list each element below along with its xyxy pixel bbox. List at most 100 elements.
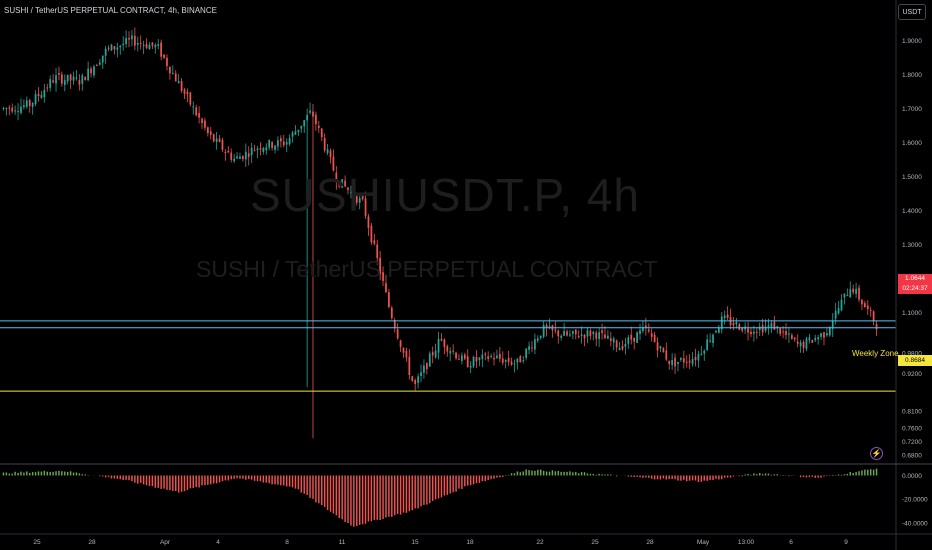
candle-body [116,47,119,50]
candle-body [735,322,738,325]
candle-body [285,142,288,145]
candle-body [858,287,860,300]
candle-body [720,316,723,330]
candle-body [440,338,443,341]
candle-body [291,132,294,137]
candle-body [691,358,694,365]
candle-body [224,152,227,154]
candle-body [747,328,749,333]
candle-body [668,360,671,364]
indicator-axis-label: 0.0000 [902,473,922,480]
time-axis-label: 11 [339,539,346,546]
candle-body [872,311,875,322]
candle-body [218,138,221,142]
candle-body [653,334,656,342]
candle-body [607,335,609,339]
lightning-icon[interactable]: ⚡ [870,447,883,460]
candle-body [463,354,466,359]
candle-body [493,357,495,360]
candle-body [227,150,230,153]
candle-body [863,303,866,308]
candle-body [405,350,408,358]
candle-body [697,353,700,361]
candle-body [385,283,387,293]
watermark-symbol: SUSHIUSDT.P, 4h [250,169,640,221]
candle-body [554,329,557,331]
candle-body [396,329,399,339]
candle-body [355,196,358,203]
candle-body [139,43,142,45]
candle-body [636,332,638,343]
candle-body [560,335,563,338]
indicator-axis-label: -20.0000 [902,497,928,504]
candle-body [755,331,758,333]
price-axis-label: 0.7600 [902,426,922,433]
time-axis-label: 8 [285,539,289,546]
candle-body [469,366,472,368]
candle-body [598,332,601,339]
candle-body [341,179,344,188]
candle-body [513,363,516,365]
candle-body [642,327,644,331]
candle-body [247,153,250,157]
candle-body [417,376,419,383]
candle-body [501,358,504,363]
price-axis-label: 1.8000 [902,72,922,79]
candle-body [723,315,726,319]
candle-body [510,361,513,365]
candle-body [843,293,846,298]
candle-body [852,288,855,293]
candle-body [507,357,510,363]
candle-body [595,332,598,339]
price-axis-label: 1.1000 [902,310,922,317]
candle-body [814,337,817,341]
candle-body [332,156,335,171]
candle-body [317,125,320,128]
candle-body [268,140,271,148]
candle-body [166,57,168,67]
candle-body [60,74,63,84]
candlestick-series [2,27,878,439]
candle-body [461,355,463,361]
candle-body [5,107,8,109]
candle-body [837,308,840,314]
candle-body [58,73,60,75]
candle-body [352,189,355,198]
candle-body [706,339,709,351]
candle-body [90,68,92,74]
candle-body [475,356,478,362]
candle-body [8,107,11,109]
candle-body [455,352,457,359]
candle-body [136,43,139,45]
candle-body [133,35,136,46]
candle-body [312,111,314,117]
candle-body [204,120,206,128]
candle-body [174,73,177,82]
weekly-price-tag: 0.8684 [898,355,932,366]
candle-body [230,152,233,160]
candle-body [557,330,560,337]
candle-body [388,292,390,308]
candle-body [309,110,311,113]
candle-body [487,356,490,360]
time-axis-label: 22 [536,539,544,546]
candle-body [75,77,78,79]
price-axis-label: 0.7200 [902,439,922,446]
candle-body [195,107,198,116]
candle-body [171,72,174,74]
candle-body [110,44,113,51]
candle-body [160,42,163,57]
candle-body [11,107,14,112]
candle-body [627,337,630,344]
candle-body [192,106,195,108]
candle-body [662,347,665,353]
candle-body [2,107,5,109]
candle-body [539,335,542,338]
candle-body [420,372,422,377]
candle-body [717,327,720,333]
candle-body [569,334,571,336]
candle-body [788,333,790,335]
candle-body [55,75,57,84]
currency-button[interactable]: USDT [898,4,926,20]
